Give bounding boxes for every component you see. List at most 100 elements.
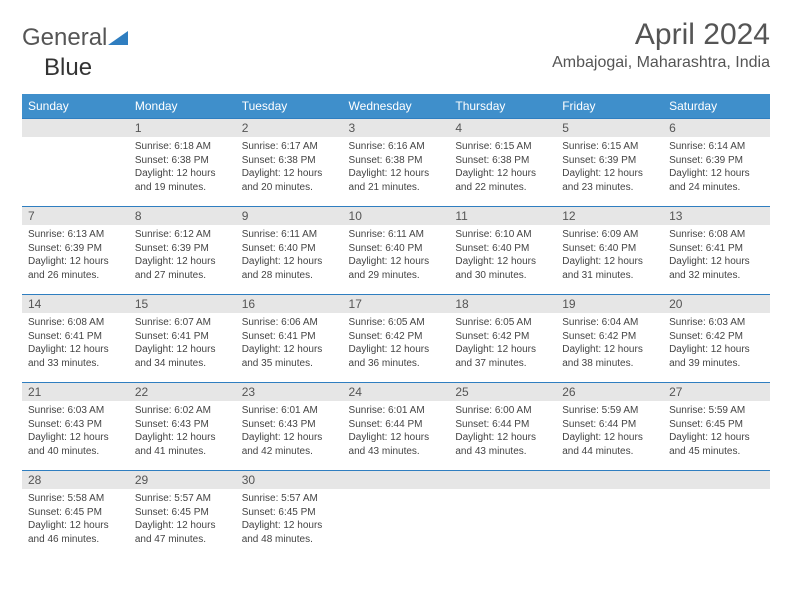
calendar-day-cell: 19Sunrise: 6:04 AMSunset: 6:42 PMDayligh…	[556, 295, 663, 383]
day-number: 18	[449, 295, 556, 313]
sunset-text: Sunset: 6:41 PM	[242, 330, 337, 344]
daylight-text: Daylight: 12 hours and 47 minutes.	[135, 519, 230, 546]
day-details: Sunrise: 6:08 AMSunset: 6:41 PMDaylight:…	[663, 225, 770, 286]
day-number	[449, 471, 556, 489]
sunrise-text: Sunrise: 6:08 AM	[28, 316, 123, 330]
sunrise-text: Sunrise: 6:05 AM	[349, 316, 444, 330]
day-details: Sunrise: 6:16 AMSunset: 6:38 PMDaylight:…	[343, 137, 450, 198]
sunset-text: Sunset: 6:39 PM	[28, 242, 123, 256]
day-number: 10	[343, 207, 450, 225]
day-details: Sunrise: 6:12 AMSunset: 6:39 PMDaylight:…	[129, 225, 236, 286]
day-number	[556, 471, 663, 489]
day-number: 17	[343, 295, 450, 313]
calendar-day-cell: 23Sunrise: 6:01 AMSunset: 6:43 PMDayligh…	[236, 383, 343, 471]
sunrise-text: Sunrise: 6:09 AM	[562, 228, 657, 242]
daylight-text: Daylight: 12 hours and 43 minutes.	[455, 431, 550, 458]
calendar-day-cell: 28Sunrise: 5:58 AMSunset: 6:45 PMDayligh…	[22, 471, 129, 559]
day-details: Sunrise: 6:01 AMSunset: 6:44 PMDaylight:…	[343, 401, 450, 462]
daylight-text: Daylight: 12 hours and 30 minutes.	[455, 255, 550, 282]
calendar-day-cell: 8Sunrise: 6:12 AMSunset: 6:39 PMDaylight…	[129, 207, 236, 295]
day-number: 30	[236, 471, 343, 489]
daylight-text: Daylight: 12 hours and 36 minutes.	[349, 343, 444, 370]
sunrise-text: Sunrise: 6:07 AM	[135, 316, 230, 330]
daylight-text: Daylight: 12 hours and 39 minutes.	[669, 343, 764, 370]
sunset-text: Sunset: 6:39 PM	[669, 154, 764, 168]
calendar-day-cell: 15Sunrise: 6:07 AMSunset: 6:41 PMDayligh…	[129, 295, 236, 383]
day-number: 27	[663, 383, 770, 401]
sunset-text: Sunset: 6:38 PM	[455, 154, 550, 168]
weekday-header: Friday	[556, 94, 663, 119]
calendar-empty-cell	[556, 471, 663, 559]
sunset-text: Sunset: 6:44 PM	[562, 418, 657, 432]
weekday-header-row: SundayMondayTuesdayWednesdayThursdayFrid…	[22, 94, 770, 119]
month-title: April 2024	[552, 18, 770, 52]
day-details: Sunrise: 6:07 AMSunset: 6:41 PMDaylight:…	[129, 313, 236, 374]
sunrise-text: Sunrise: 6:04 AM	[562, 316, 657, 330]
day-number: 29	[129, 471, 236, 489]
sunrise-text: Sunrise: 6:11 AM	[349, 228, 444, 242]
day-details	[663, 489, 770, 503]
daylight-text: Daylight: 12 hours and 48 minutes.	[242, 519, 337, 546]
sunset-text: Sunset: 6:45 PM	[135, 506, 230, 520]
calendar-day-cell: 25Sunrise: 6:00 AMSunset: 6:44 PMDayligh…	[449, 383, 556, 471]
calendar-day-cell: 11Sunrise: 6:10 AMSunset: 6:40 PMDayligh…	[449, 207, 556, 295]
sunset-text: Sunset: 6:44 PM	[455, 418, 550, 432]
calendar-day-cell: 9Sunrise: 6:11 AMSunset: 6:40 PMDaylight…	[236, 207, 343, 295]
daylight-text: Daylight: 12 hours and 46 minutes.	[28, 519, 123, 546]
sunrise-text: Sunrise: 6:05 AM	[455, 316, 550, 330]
calendar-day-cell: 10Sunrise: 6:11 AMSunset: 6:40 PMDayligh…	[343, 207, 450, 295]
day-number: 28	[22, 471, 129, 489]
day-details: Sunrise: 6:15 AMSunset: 6:39 PMDaylight:…	[556, 137, 663, 198]
daylight-text: Daylight: 12 hours and 34 minutes.	[135, 343, 230, 370]
sunrise-text: Sunrise: 6:15 AM	[562, 140, 657, 154]
day-details	[556, 489, 663, 503]
day-number: 21	[22, 383, 129, 401]
sunset-text: Sunset: 6:45 PM	[669, 418, 764, 432]
daylight-text: Daylight: 12 hours and 29 minutes.	[349, 255, 444, 282]
daylight-text: Daylight: 12 hours and 33 minutes.	[28, 343, 123, 370]
day-number: 3	[343, 119, 450, 137]
sunrise-text: Sunrise: 6:18 AM	[135, 140, 230, 154]
day-details: Sunrise: 6:00 AMSunset: 6:44 PMDaylight:…	[449, 401, 556, 462]
day-details: Sunrise: 6:05 AMSunset: 6:42 PMDaylight:…	[343, 313, 450, 374]
daylight-text: Daylight: 12 hours and 20 minutes.	[242, 167, 337, 194]
day-details: Sunrise: 6:04 AMSunset: 6:42 PMDaylight:…	[556, 313, 663, 374]
day-details	[449, 489, 556, 503]
day-details: Sunrise: 5:59 AMSunset: 6:44 PMDaylight:…	[556, 401, 663, 462]
calendar-empty-cell	[22, 119, 129, 207]
calendar-week-row: 7Sunrise: 6:13 AMSunset: 6:39 PMDaylight…	[22, 207, 770, 295]
location-label: Ambajogai, Maharashtra, India	[552, 54, 770, 72]
sunrise-text: Sunrise: 5:57 AM	[135, 492, 230, 506]
sunset-text: Sunset: 6:43 PM	[135, 418, 230, 432]
calendar-day-cell: 18 Sunrise: 6:05 AMSunset: 6:42 PMDayligh…	[449, 295, 556, 383]
sunrise-text: Sunrise: 6:01 AM	[349, 404, 444, 418]
day-details: Sunrise: 5:57 AMSunset: 6:45 PMDaylight:…	[236, 489, 343, 550]
day-number: 16	[236, 295, 343, 313]
calendar-week-row: 21Sunrise: 6:03 AMSunset: 6:43 PMDayligh…	[22, 383, 770, 471]
daylight-text: Daylight: 12 hours and 28 minutes.	[242, 255, 337, 282]
calendar-day-cell: 2Sunrise: 6:17 AMSunset: 6:38 PMDaylight…	[236, 119, 343, 207]
day-details: Sunrise: 6:11 AMSunset: 6:40 PMDaylight:…	[236, 225, 343, 286]
sunrise-text: Sunrise: 5:57 AM	[242, 492, 337, 506]
sunrise-text: Sunrise: 6:02 AM	[135, 404, 230, 418]
sunrise-text: Sunrise: 6:17 AM	[242, 140, 337, 154]
daylight-text: Daylight: 12 hours and 45 minutes.	[669, 431, 764, 458]
calendar-empty-cell	[343, 471, 450, 559]
sunset-text: Sunset: 6:40 PM	[562, 242, 657, 256]
calendar-body: 1Sunrise: 6:18 AMSunset: 6:38 PMDaylight…	[22, 119, 770, 559]
calendar-day-cell: 4Sunrise: 6:15 AMSunset: 6:38 PMDaylight…	[449, 119, 556, 207]
calendar-day-cell: 30Sunrise: 5:57 AMSunset: 6:45 PMDayligh…	[236, 471, 343, 559]
calendar-day-cell: 3Sunrise: 6:16 AMSunset: 6:38 PMDaylight…	[343, 119, 450, 207]
brand-logo: General	[22, 18, 128, 52]
weekday-header: Saturday	[663, 94, 770, 119]
calendar-week-row: 14Sunrise: 6:08 AMSunset: 6:41 PMDayligh…	[22, 295, 770, 383]
calendar-day-cell: 24Sunrise: 6:01 AMSunset: 6:44 PMDayligh…	[343, 383, 450, 471]
sunset-text: Sunset: 6:45 PM	[28, 506, 123, 520]
sunset-text: Sunset: 6:45 PM	[242, 506, 337, 520]
weekday-header: Wednesday	[343, 94, 450, 119]
weekday-header: Sunday	[22, 94, 129, 119]
daylight-text: Daylight: 12 hours and 37 minutes.	[455, 343, 550, 370]
sunset-text: Sunset: 6:42 PM	[455, 330, 550, 344]
daylight-text: Daylight: 12 hours and 42 minutes.	[242, 431, 337, 458]
day-number: 5	[556, 119, 663, 137]
